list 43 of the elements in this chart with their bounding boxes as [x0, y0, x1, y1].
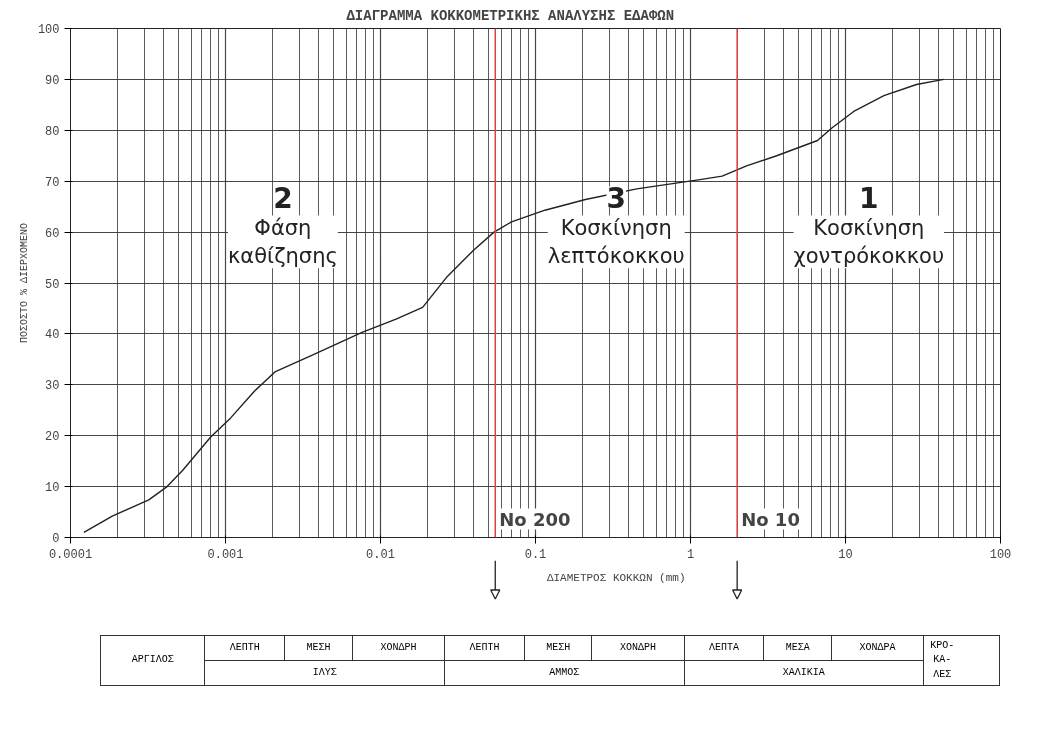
text: ΛΕΠΤΗ [444, 635, 525, 661]
text: ΑΜΜΟΣ [444, 660, 685, 686]
chart-title: ΔΙΑΓΡΑΜΜΑ ΚΟΚΚΟΜΕΤΡΙΚΗΣ ΑΝΑΛΥΣΗΣ ΕΔΑΦΩΝ [346, 7, 675, 24]
text: ΙΛΥΣ [204, 660, 445, 686]
x-tick-label: 1 [686, 547, 695, 562]
text: ΜΕΣΗ [524, 635, 592, 661]
y-tick-label: 50 [45, 277, 60, 292]
text: ΑΡΓΙΛΟΣ [100, 635, 205, 686]
text: ΜΕΣΑ [763, 635, 832, 661]
x-tick-label: 0.1 [524, 547, 547, 562]
y-tick-label: 0 [52, 532, 60, 546]
x-tick-label: 0.0001 [48, 547, 93, 562]
annotation: Κοσκίνηση χοντρόκοκκου [793, 215, 945, 269]
x-axis-title: ΔΙΑΜΕΤΡΟΣ ΚΟΚΚΩΝ (mm) [546, 572, 686, 584]
y-tick-label: 10 [45, 481, 60, 496]
annotation: Φάση καθίζησης [227, 215, 338, 269]
annotation: 2 [273, 181, 293, 215]
y-tick-label: 30 [45, 379, 60, 394]
y-tick-label: 90 [45, 73, 60, 88]
text: ΚΡΟ-ΚΑ-ΛΕΣ [929, 639, 956, 682]
text: ΛΕΠΤΗ [204, 635, 285, 661]
ref-line-label: No 200 [499, 508, 571, 530]
text: ΧΟΝΔΡΗ [591, 635, 685, 661]
x-tick-label: 10 [838, 547, 853, 562]
text: ΜΕΣΗ [284, 635, 353, 661]
text: ΧΑΛΙΚΙΑ [684, 660, 924, 686]
y-tick-label: 100 [37, 23, 60, 37]
text: ΛΕΠΤΑ [684, 635, 764, 661]
text: ΧΟΝΔΡΗ [352, 635, 445, 661]
y-tick-label: 80 [45, 124, 60, 139]
ref-line-label: No 10 [741, 508, 800, 530]
text: ΧΟΝΔΡΑ [831, 635, 924, 661]
annotation: 3 [606, 181, 626, 215]
y-tick-label: 60 [45, 226, 60, 241]
y-tick-label: 70 [45, 175, 60, 190]
y-tick-label: 20 [45, 430, 60, 445]
y-axis-title: ΠΟΣΟΣΤΟ % ΔΙΕΡΧΟΜΕΝΟ [18, 222, 30, 344]
x-tick-label: 100 [989, 547, 1012, 562]
x-tick-label: 0.001 [207, 547, 244, 562]
x-tick-label: 0.01 [366, 547, 395, 562]
annotation: Κοσκίνηση λεπτόκοκκου [547, 215, 685, 269]
annotation: 1 [859, 181, 879, 215]
y-tick-label: 40 [45, 328, 60, 343]
